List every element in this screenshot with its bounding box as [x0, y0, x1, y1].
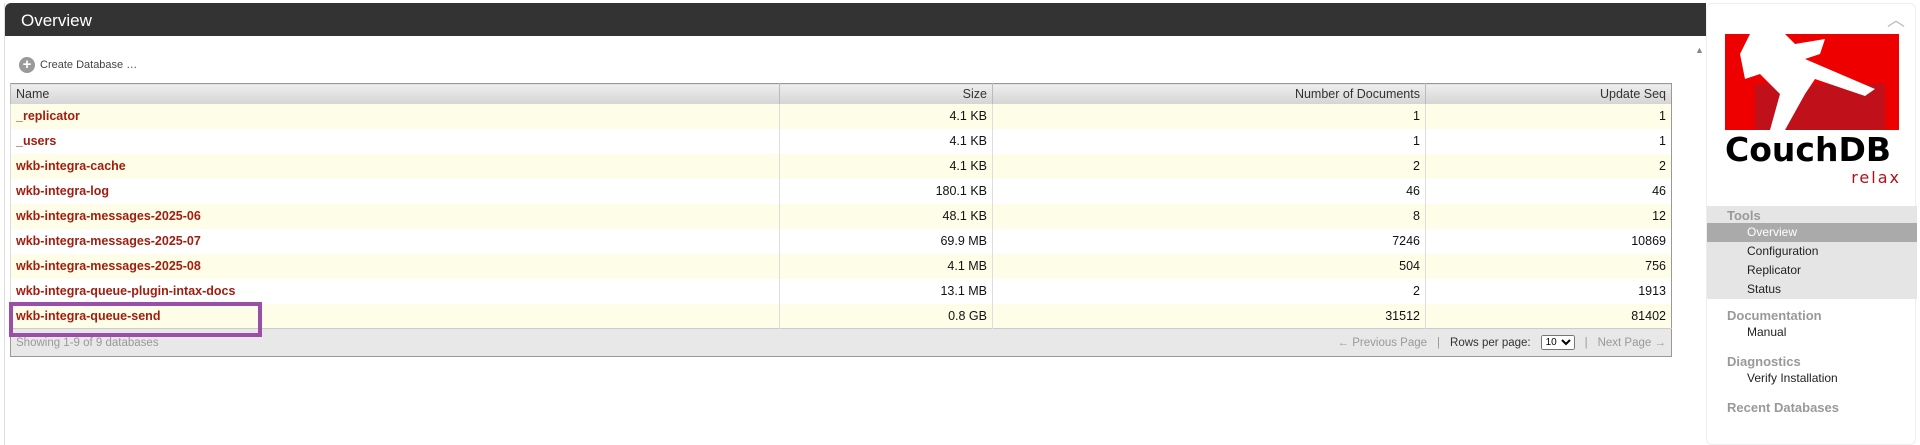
table-row: wkb-integra-messages-2025-06 48.1 KB 8 1… — [10, 203, 1672, 229]
size-cell: 0.8 GB — [779, 303, 993, 329]
column-docs[interactable]: Number of Documents — [992, 83, 1426, 104]
highlight-box — [9, 302, 262, 337]
sidebar-item-status[interactable]: Status — [1747, 282, 1782, 296]
separator: | — [1584, 336, 1588, 349]
database-link[interactable]: wkb-integra-messages-2025-06 — [10, 203, 780, 229]
sidebar-item-configuration[interactable]: Configuration — [1747, 244, 1819, 258]
table-row: wkb-integra-log 180.1 KB 46 46 — [10, 178, 1672, 204]
logo-text: CouchDB — [1725, 130, 1891, 169]
docs-cell: 1 — [992, 103, 1426, 129]
rows-per-page-label: Rows per page: — [1450, 336, 1531, 349]
section-title: Documentation — [1727, 308, 1822, 323]
page-title: Overview — [5, 3, 1706, 36]
docs-cell: 31512 — [992, 303, 1426, 329]
column-name[interactable]: Name — [10, 83, 780, 104]
databases-table: Name Size Number of Documents Update Seq… — [10, 83, 1672, 357]
database-link[interactable]: wkb-integra-log — [10, 178, 780, 204]
update-seq-cell: 1 — [1425, 128, 1672, 154]
update-seq-cell: 12 — [1425, 203, 1672, 229]
column-update-seq[interactable]: Update Seq — [1425, 83, 1672, 104]
size-cell: 69.9 MB — [779, 228, 993, 254]
database-link[interactable]: wkb-integra-messages-2025-08 — [10, 253, 780, 279]
size-cell: 4.1 KB — [779, 128, 993, 154]
table-row: wkb-integra-queue-send 0.8 GB 31512 8140… — [10, 303, 1672, 329]
table-row: _users 4.1 KB 1 1 — [10, 128, 1672, 154]
sidebar-section-tools: Tools Overview Configuration Replicator … — [1707, 206, 1917, 299]
section-title: Recent Databases — [1727, 400, 1839, 415]
update-seq-cell: 756 — [1425, 253, 1672, 279]
size-cell: 4.1 KB — [779, 103, 993, 129]
docs-cell: 1 — [992, 128, 1426, 154]
update-seq-cell: 81402 — [1425, 303, 1672, 329]
table-row: wkb-integra-messages-2025-07 69.9 MB 724… — [10, 228, 1672, 254]
sidebar-section-documentation: Documentation Manual — [1707, 308, 1917, 342]
sidebar-item-manual[interactable]: Manual — [1747, 325, 1787, 339]
previous-page-link[interactable]: ← Previous Page — [1337, 336, 1428, 349]
update-seq-cell: 10869 — [1425, 228, 1672, 254]
size-cell: 4.1 KB — [779, 153, 993, 179]
create-database-button[interactable]: + Create Database … — [19, 57, 137, 73]
sidebar-section-diagnostics: Diagnostics Verify Installation — [1707, 354, 1917, 388]
database-link[interactable]: wkb-integra-messages-2025-07 — [10, 228, 780, 254]
separator: | — [1437, 336, 1441, 349]
docs-cell: 7246 — [992, 228, 1426, 254]
update-seq-cell: 1913 — [1425, 278, 1672, 304]
docs-cell: 8 — [992, 203, 1426, 229]
table-header: Name Size Number of Documents Update Seq — [10, 83, 1672, 104]
size-cell: 4.1 MB — [779, 253, 993, 279]
rows-per-page-select[interactable]: 10 — [1540, 335, 1575, 350]
docs-cell: 2 — [992, 153, 1426, 179]
database-link[interactable]: wkb-integra-cache — [10, 153, 780, 179]
size-cell: 13.1 MB — [779, 278, 993, 304]
database-link[interactable]: wkb-integra-queue-plugin-intax-docs — [10, 278, 780, 304]
plus-circle-icon: + — [19, 57, 35, 73]
table-row: wkb-integra-queue-plugin-intax-docs 13.1… — [10, 278, 1672, 304]
docs-cell: 46 — [992, 178, 1426, 204]
update-seq-cell: 1 — [1425, 103, 1672, 129]
logo-tagline: relax — [1851, 168, 1901, 187]
size-cell: 48.1 KB — [779, 203, 993, 229]
database-link[interactable]: _replicator — [10, 103, 780, 129]
update-seq-cell: 2 — [1425, 153, 1672, 179]
docs-cell: 504 — [992, 253, 1426, 279]
table-row: _replicator 4.1 KB 1 1 — [10, 103, 1672, 129]
create-database-label: Create Database … — [40, 59, 138, 71]
sidebar: ︿ CouchDB relax Tools Overview Configura… — [1706, 3, 1917, 445]
collapse-sidebar-icon[interactable]: ︿ — [1887, 10, 1905, 30]
next-page-link[interactable]: Next Page → — [1597, 336, 1666, 349]
database-link[interactable]: wkb-integra-queue-send — [10, 303, 780, 329]
table-row: wkb-integra-cache 4.1 KB 2 2 — [10, 153, 1672, 179]
sidebar-section-recent-databases: Recent Databases — [1707, 400, 1917, 415]
database-link[interactable]: _users — [10, 128, 780, 154]
scroll-up-arrow-icon[interactable]: ▲ — [1695, 45, 1704, 55]
column-size[interactable]: Size — [779, 83, 993, 104]
section-title: Diagnostics — [1727, 354, 1801, 369]
sidebar-item-replicator[interactable]: Replicator — [1747, 263, 1802, 277]
sidebar-item-overview[interactable]: Overview — [1707, 223, 1917, 242]
table-row: wkb-integra-messages-2025-08 4.1 MB 504 … — [10, 253, 1672, 279]
update-seq-cell: 46 — [1425, 178, 1672, 204]
size-cell: 180.1 KB — [779, 178, 993, 204]
sidebar-item-verify-installation[interactable]: Verify Installation — [1747, 371, 1838, 385]
couchdb-logo — [1725, 34, 1899, 130]
docs-cell: 2 — [992, 278, 1426, 304]
section-title: Tools — [1727, 208, 1761, 223]
